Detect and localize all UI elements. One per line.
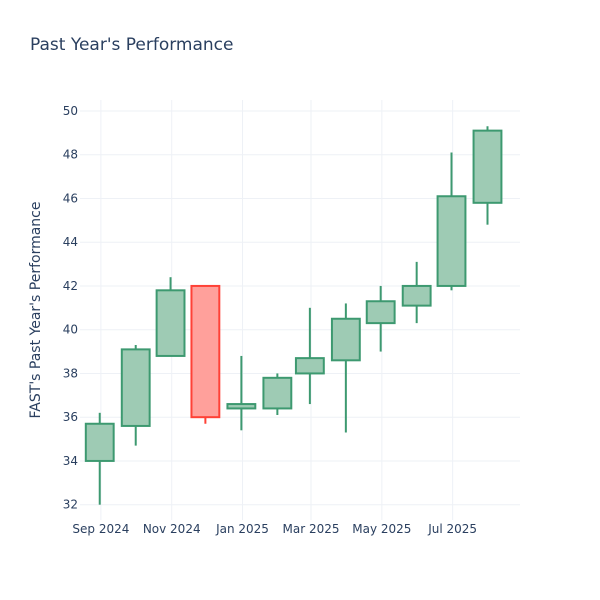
candle-body-6	[294, 357, 325, 375]
x-axis-ticks: Sep 2024 Nov 2024 Jan 2025 Mar 2025 May 2025…	[72, 522, 477, 536]
candle-body-1	[120, 348, 151, 427]
x-tick-label-3: Mar 2025	[283, 522, 340, 536]
candle-11	[472, 126, 503, 225]
candle-0	[84, 412, 115, 505]
y-tick-label-7: 46	[63, 191, 78, 205]
candle-body-2	[155, 289, 186, 357]
candle-body-9	[401, 284, 432, 307]
candle-body-0	[84, 422, 115, 462]
x-tick-label-4: May 2025	[352, 522, 411, 536]
y-tick-label-0: 32	[63, 498, 78, 512]
chart-title: Past Year's Performance	[30, 35, 234, 55]
y-axis-ticks: 32 34 36 38 40 42 44 46 48 50	[63, 104, 78, 512]
x-tick-label-2: Jan 2025	[215, 522, 269, 536]
candle-2	[155, 277, 186, 357]
y-tick-label-5: 42	[63, 279, 78, 293]
y-tick-label-6: 44	[63, 235, 78, 249]
candle-3	[190, 284, 221, 424]
candle-7	[330, 303, 361, 433]
y-tick-label-2: 36	[63, 410, 78, 424]
candle-body-7	[330, 317, 361, 362]
candle-body-8	[365, 300, 396, 325]
candle-6	[294, 307, 325, 405]
y-tick-label-1: 34	[63, 454, 78, 468]
y-tick-label-8: 48	[63, 148, 78, 162]
x-tick-label-5: Jul 2025	[427, 522, 477, 536]
candle-body-10	[436, 195, 467, 287]
candle-body-11	[472, 129, 503, 204]
y-tick-label-9: 50	[63, 104, 78, 118]
candle-9	[401, 261, 432, 324]
gridlines	[80, 100, 520, 520]
candle-5	[262, 373, 293, 415]
candles	[84, 126, 503, 505]
candle-body-5	[262, 376, 293, 410]
x-tick-label-1: Nov 2024	[143, 522, 201, 536]
candle-body-4	[226, 403, 257, 410]
candle-1	[120, 345, 151, 446]
candle-4	[226, 355, 257, 431]
y-tick-label-3: 38	[63, 366, 78, 380]
candle-10	[436, 152, 467, 291]
y-axis-label: FAST's Past Year's Performance	[28, 202, 44, 419]
candle-8	[365, 285, 396, 352]
y-tick-label-4: 40	[63, 323, 78, 337]
x-tick-label-0: Sep 2024	[72, 522, 129, 536]
candle-body-3	[190, 284, 221, 419]
